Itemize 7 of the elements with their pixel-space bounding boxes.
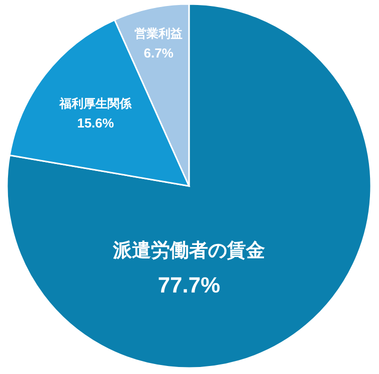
slice-label: 営業利益 [134, 26, 183, 41]
data-label: 15.6% [77, 115, 114, 130]
data-label: 77.7% [158, 272, 220, 298]
data-label: 6.7% [144, 46, 174, 61]
pie-slice [6, 3, 372, 368]
slice-label: 福利厚生関係 [58, 96, 133, 110]
slice-label: 派遣労働者の賃金 [112, 239, 265, 262]
